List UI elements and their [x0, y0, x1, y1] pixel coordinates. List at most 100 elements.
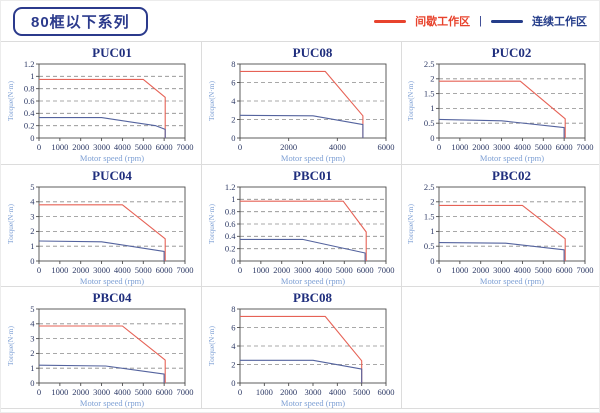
svg-text:1.2: 1.2	[24, 60, 35, 69]
svg-text:2000: 2000	[280, 142, 297, 152]
svg-text:1000: 1000	[51, 142, 68, 152]
svg-text:Torque(N·m): Torque(N·m)	[406, 81, 415, 121]
svg-text:7000: 7000	[177, 265, 194, 275]
svg-text:2000: 2000	[472, 142, 489, 152]
chart-title: PBC08	[293, 290, 332, 305]
chart-cell-puc01: PUC01 0 0.2 0.4 0.6 0.8 1 1.2 0 1000 2000 3000 4000…	[1, 42, 201, 164]
svg-text:0: 0	[30, 378, 34, 388]
svg-text:6: 6	[231, 322, 235, 332]
svg-text:0.8: 0.8	[24, 83, 35, 93]
svg-text:5000: 5000	[353, 387, 370, 397]
svg-text:1: 1	[30, 241, 34, 251]
svg-text:0: 0	[30, 133, 34, 143]
svg-text:1.2: 1.2	[224, 183, 235, 192]
svg-text:0: 0	[436, 142, 440, 152]
svg-text:0: 0	[237, 387, 241, 397]
empty-cell	[401, 286, 599, 408]
svg-text:0: 0	[430, 256, 434, 266]
svg-text:5000: 5000	[534, 265, 551, 275]
chart-cell-puc08: PUC08 0 2 4 6 8 0 2000 4000 6000 Torque(N·m) Motor…	[201, 42, 401, 164]
svg-text:7000: 7000	[576, 265, 593, 275]
svg-text:4000: 4000	[114, 265, 131, 275]
svg-text:0: 0	[231, 256, 235, 266]
svg-text:6000: 6000	[356, 265, 373, 275]
svg-text:Torque(N·m): Torque(N·m)	[207, 204, 216, 244]
svg-text:1000: 1000	[451, 265, 468, 275]
svg-text:4000: 4000	[328, 387, 345, 397]
svg-text:2.5: 2.5	[423, 60, 434, 69]
chart-title: PUC04	[92, 168, 132, 183]
svg-text:Torque(N·m): Torque(N·m)	[207, 81, 216, 121]
svg-text:Torque(N·m): Torque(N·m)	[406, 204, 415, 244]
svg-text:1000: 1000	[451, 142, 468, 152]
svg-text:2: 2	[231, 114, 235, 124]
chart-cell-pbc08: PBC08 0 2 4 6 8 0 1000 2000 3000 4000 5000 6000 Torq…	[201, 286, 401, 408]
svg-text:6: 6	[231, 77, 235, 87]
svg-text:Motor speed (rpm): Motor speed (rpm)	[80, 398, 144, 408]
svg-text:1000: 1000	[252, 265, 269, 275]
legend-separator: |	[479, 15, 482, 27]
svg-text:5000: 5000	[135, 387, 152, 397]
intermittent-zone-label: 间歇工作区	[415, 16, 471, 28]
svg-text:1: 1	[30, 71, 34, 81]
svg-text:4000: 4000	[513, 142, 530, 152]
svg-text:2000: 2000	[72, 387, 89, 397]
chart-cell-puc04: PUC04 0 1 2 3 4 5 0 1000 2000 3000 4000 5000 6000 700…	[1, 164, 201, 286]
chart-title: PUC02	[491, 45, 532, 60]
svg-text:3: 3	[30, 211, 34, 221]
svg-text:4000: 4000	[114, 142, 131, 152]
svg-text:3000: 3000	[493, 142, 510, 152]
svg-text:Torque(N·m): Torque(N·m)	[6, 326, 15, 366]
svg-text:6000: 6000	[156, 387, 173, 397]
svg-text:1000: 1000	[255, 387, 272, 397]
svg-text:0.5: 0.5	[423, 241, 434, 251]
svg-text:Torque(N·m): Torque(N·m)	[207, 326, 216, 366]
svg-text:0.4: 0.4	[24, 108, 35, 118]
svg-text:0: 0	[37, 142, 41, 152]
chart-cell-pbc02: PBC02 0 0.5 1 1.5 2 2.5 0 1000 2000 3000 4000 5000 6…	[401, 164, 599, 286]
svg-text:2: 2	[30, 348, 34, 358]
svg-text:6000: 6000	[555, 265, 572, 275]
svg-text:3000: 3000	[493, 265, 510, 275]
chart-cell-pbc01: PBC01 0 0.2 0.4 0.6 0.8 1 1.2 0 1000 2000 3000 4000…	[201, 164, 401, 286]
svg-text:0: 0	[231, 378, 235, 388]
torque-speed-chart: 0 0.5 1 1.5 2 2.5 0 1000 2000 3000 4000 5000 6000 700…	[405, 59, 597, 164]
torque-speed-chart: 0 0.2 0.4 0.6 0.8 1 1.2 0 1000 2000 3000 4000 5000 60…	[5, 59, 197, 164]
svg-text:8: 8	[231, 305, 235, 314]
svg-text:5000: 5000	[135, 142, 152, 152]
svg-text:Motor speed (rpm): Motor speed (rpm)	[479, 276, 543, 286]
svg-text:4000: 4000	[114, 387, 131, 397]
svg-text:2000: 2000	[472, 265, 489, 275]
svg-text:5000: 5000	[335, 265, 352, 275]
svg-text:4000: 4000	[513, 265, 530, 275]
chart-grid: PUC01 0 0.2 0.4 0.6 0.8 1 1.2 0 1000 2000 3000 4000…	[1, 41, 599, 409]
svg-text:3000: 3000	[294, 265, 311, 275]
continuous-zone-label: 连续工作区	[532, 16, 587, 28]
svg-text:1: 1	[231, 194, 235, 204]
svg-text:3000: 3000	[93, 142, 110, 152]
svg-text:6000: 6000	[377, 387, 394, 397]
svg-text:2000: 2000	[280, 387, 297, 397]
svg-text:4: 4	[30, 319, 35, 329]
svg-text:Motor speed (rpm): Motor speed (rpm)	[479, 153, 543, 163]
svg-text:2: 2	[430, 197, 434, 207]
svg-text:5: 5	[30, 183, 34, 192]
svg-text:3000: 3000	[304, 387, 321, 397]
chart-cell-pbc04: PBC04 0 1 2 3 4 5 0 1000 2000 3000 4000 5000 6000 700…	[1, 286, 201, 408]
svg-text:2.5: 2.5	[423, 183, 434, 192]
svg-text:Torque(N·m): Torque(N·m)	[6, 81, 15, 121]
svg-text:7000: 7000	[576, 142, 593, 152]
header: 80框以下系列 间歇工作区 | 连续工作区	[1, 1, 599, 41]
legend: 间歇工作区 | 连续工作区	[374, 13, 587, 29]
svg-text:0.6: 0.6	[224, 219, 235, 229]
svg-text:Motor speed (rpm): Motor speed (rpm)	[280, 276, 344, 286]
torque-speed-chart: 0 0.2 0.4 0.6 0.8 1 1.2 0 1000 2000 3000 4000 5000 60…	[206, 182, 398, 286]
torque-speed-chart: 0 2 4 6 8 0 1000 2000 3000 4000 5000 6000 Torque(N·m…	[206, 304, 398, 408]
svg-text:6000: 6000	[156, 142, 173, 152]
svg-text:2: 2	[430, 74, 434, 84]
svg-text:1: 1	[30, 363, 34, 373]
svg-text:3000: 3000	[93, 265, 110, 275]
svg-text:0: 0	[436, 265, 440, 275]
svg-text:5000: 5000	[534, 142, 551, 152]
